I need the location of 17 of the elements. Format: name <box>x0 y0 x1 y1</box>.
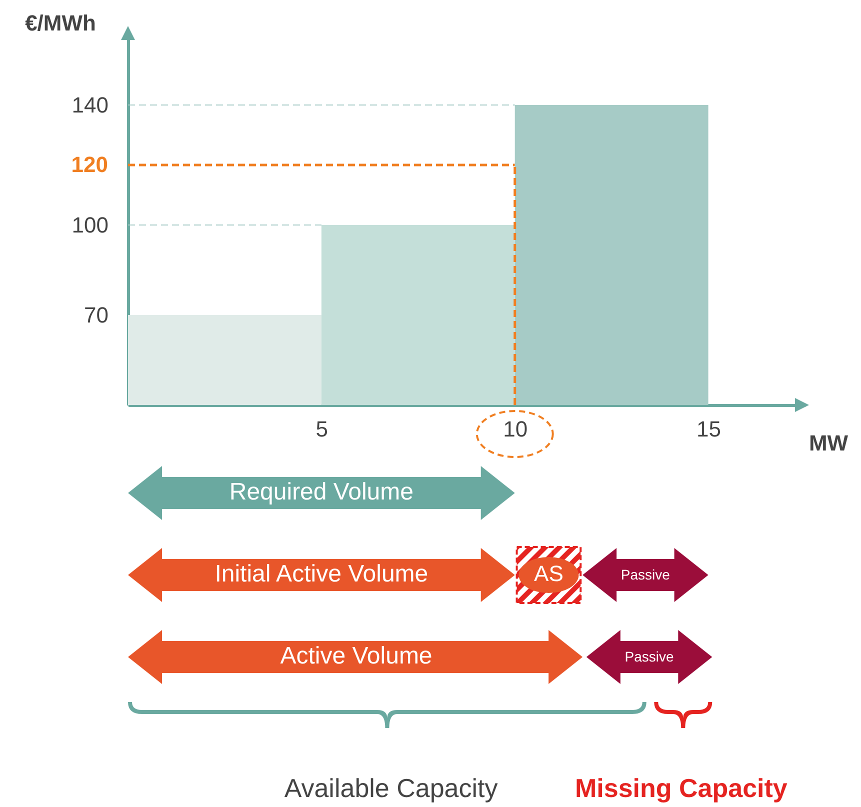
text: Available Capacity <box>284 772 498 803</box>
y-tick-label: 100 <box>72 212 108 238</box>
x-axis-title: MW <box>808 430 848 456</box>
x-tick-label: 5 <box>316 416 328 442</box>
text: AS <box>534 560 564 586</box>
text: Initial Active Volume <box>214 560 428 588</box>
text: Missing Capacity <box>575 772 788 803</box>
y-tick-label: 140 <box>72 92 108 118</box>
y-axis-title: €/MWh <box>25 10 96 36</box>
text: Passive <box>624 648 674 665</box>
y-tick-label: 70 <box>84 302 108 328</box>
ref-line-label: 120 <box>71 152 108 177</box>
text: Active Volume <box>280 642 432 670</box>
x-tick-label: 10 <box>503 416 528 442</box>
x-tick-label: 15 <box>696 416 722 442</box>
text: Passive <box>620 566 670 583</box>
text: Required Volume <box>229 478 414 506</box>
